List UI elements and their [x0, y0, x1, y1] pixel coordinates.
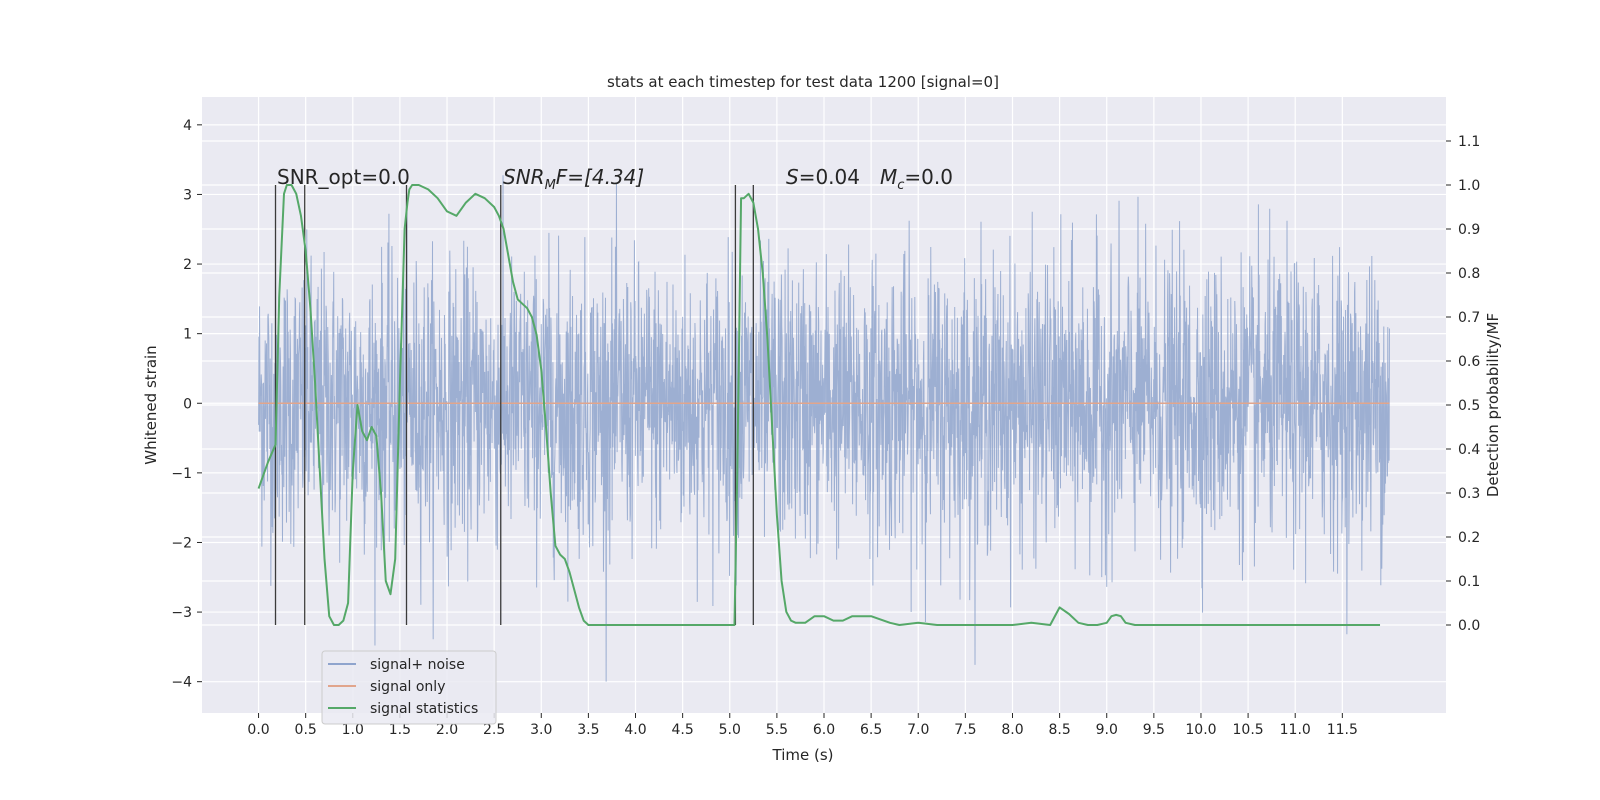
legend-label-signal-noise: signal+ noise — [370, 657, 465, 673]
legend-box — [321, 650, 497, 725]
annotation-s: S=0.04 — [786, 165, 860, 189]
x-tick-label: 2.5 — [483, 722, 505, 738]
series-signal-noise — [258, 175, 1390, 682]
x-tick-label: 1.0 — [342, 722, 364, 738]
x-tick-label: 8.0 — [1001, 722, 1023, 738]
x-tick-label: 0.5 — [295, 722, 317, 738]
y-tick-label: 4 — [183, 118, 192, 134]
y2-tick-label: 0.4 — [1458, 442, 1480, 458]
legend-label-signal-statistics: signal statistics — [370, 701, 478, 717]
chart-title: stats at each timestep for test data 120… — [607, 73, 999, 91]
y-tick-label: −1 — [171, 466, 192, 482]
x-tick-label: 7.5 — [954, 722, 976, 738]
annotation-snr-mf-sub: M — [545, 178, 556, 193]
statistics-line — [257, 184, 1381, 626]
y2-axis-label: Detection probability/MF — [1484, 313, 1502, 497]
x-tick-label: 5.5 — [766, 722, 788, 738]
x-tick-label: 1.5 — [389, 722, 411, 738]
x-tick-label: 4.0 — [624, 722, 646, 738]
x-tick-label: 0.0 — [247, 722, 269, 738]
y2-tick-label: 0.1 — [1458, 574, 1480, 590]
x-tick-label: 11.0 — [1280, 722, 1311, 738]
annotation-mc-value: =0.0 — [904, 165, 953, 189]
x-tick-label: 5.0 — [719, 722, 741, 738]
y2-tick-label: 0.0 — [1458, 618, 1480, 634]
x-tick-label: 8.5 — [1048, 722, 1070, 738]
y2-tick-label: 1.0 — [1458, 178, 1480, 194]
y-tick-label: 2 — [183, 257, 192, 273]
x-tick-label: 9.5 — [1143, 722, 1165, 738]
y2-tick-label: 0.7 — [1458, 310, 1480, 326]
noise-line — [258, 175, 1390, 682]
annotation-mc: Mc=0.0 — [880, 165, 953, 193]
x-tick-label: 10.5 — [1233, 722, 1264, 738]
annotation-snr-opt: SNR_opt=0.0 — [277, 165, 410, 189]
y2-tick-label: 1.1 — [1458, 134, 1480, 150]
legend-label-signal-only: signal only — [370, 679, 445, 695]
annotation-snr-mf: SNRMF=[4.34] — [503, 165, 644, 193]
y-tick-label: 0 — [183, 396, 192, 412]
annotation-s-value: =0.04 — [799, 165, 860, 189]
x-tick-label: 11.5 — [1327, 722, 1358, 738]
x-tick-label: 6.5 — [860, 722, 882, 738]
x-tick-label: 3.0 — [530, 722, 552, 738]
y2-tick-label: 0.9 — [1458, 222, 1480, 238]
annotation-s-name: S — [786, 165, 799, 189]
x-tick-label: 3.5 — [577, 722, 599, 738]
annotation-mc-sub: c — [897, 178, 904, 193]
y-tick-label: −2 — [171, 535, 192, 551]
x-tick-label: 4.5 — [672, 722, 694, 738]
y-tick-label: 3 — [183, 187, 192, 203]
y-tick-label: −3 — [171, 605, 192, 621]
x-tick-label: 10.0 — [1185, 722, 1216, 738]
y-tick-label: −4 — [171, 675, 192, 691]
y-tick-label: 1 — [183, 327, 192, 343]
y2-tick-label: 0.2 — [1458, 530, 1480, 546]
x-tick-label: 6.0 — [813, 722, 835, 738]
annotation-snr-mf-name: SNR — [503, 165, 545, 189]
series-signal-statistics — [257, 184, 1381, 626]
x-tick-label: 7.0 — [907, 722, 929, 738]
axis-ticks: 0.0 0.5 1.0 1.5 2.0 2.5 3.0 3.5 4.0 4.5 5.0 5.5 6.0 6… — [171, 118, 1480, 738]
y-axis-label: Whitened strain — [142, 345, 160, 464]
y2-tick-label: 0.5 — [1458, 398, 1480, 414]
x-tick-label: 9.0 — [1096, 722, 1118, 738]
y2-tick-label: 0.8 — [1458, 266, 1480, 282]
x-axis-label: Time (s) — [772, 746, 834, 764]
annotation-mc-name: M — [880, 165, 897, 189]
x-tick-label: 2.0 — [436, 722, 458, 738]
annotation-snr-mf-rest: F=[4.34] — [556, 165, 644, 189]
y2-tick-label: 0.6 — [1458, 354, 1480, 370]
y2-tick-label: 0.3 — [1458, 486, 1480, 502]
legend: signal+ noise signal only signal statist… — [321, 650, 497, 725]
